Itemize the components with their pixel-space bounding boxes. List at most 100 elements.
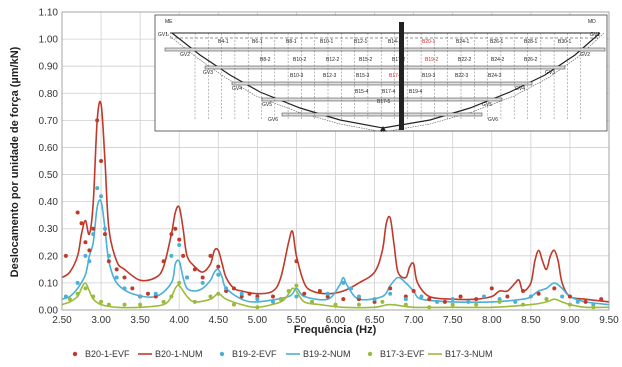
point-b20-1-evf: [583, 299, 588, 304]
point-b19-2-evf: [95, 186, 100, 191]
x-tick-label: 9.00: [560, 315, 580, 326]
point-b19-2-evf: [83, 253, 88, 258]
inset-structure-diagram: ME MD GV1 GV1 GV2 GV2 GV3 GV3 GV4 GV4 GV…: [154, 14, 608, 133]
point-b20-1-evf: [599, 297, 604, 302]
x-tick-label: 6.50: [365, 315, 385, 326]
plot-frame: [61, 11, 610, 311]
bay-label: B17-2: [392, 57, 406, 63]
y-axis-ticks: 0.00 0.10 0.20 0.30 0.40 0.50 0.60 0.70 0.80 0.90…: [39, 8, 59, 317]
point-b20-1-evf: [442, 299, 447, 304]
point-b20-1-evf: [161, 259, 166, 264]
point-b20-1-evf: [114, 267, 119, 272]
legend-label: B20-1-NUM: [155, 349, 203, 359]
point-b20-1-evf: [270, 294, 275, 299]
point-b20-1-evf: [208, 253, 213, 258]
y-tick-label: 1.10: [39, 8, 59, 19]
gv1-label-left: GV1: [158, 32, 168, 38]
series-layer: [61, 100, 610, 310]
point-b20-1-evf: [169, 232, 174, 237]
point-b17-3-evf: [91, 294, 96, 299]
point-b19-2-evf: [372, 297, 377, 302]
bay-label: B19-4: [409, 89, 423, 95]
y-axis-title: Deslocamento por unidade de força (µm/kN…: [9, 46, 21, 277]
gv6-label-right: GV6: [488, 117, 498, 123]
point-b19-2-evf: [481, 294, 486, 299]
bay-label: B12-2: [326, 57, 340, 63]
gv1-label-right: GV1: [590, 32, 600, 38]
point-b20-1-evf: [231, 286, 236, 291]
point-b20-1-evf: [87, 248, 92, 253]
point-b17-3-evf: [521, 302, 526, 307]
y-tick-label: 1.00: [39, 35, 59, 46]
point-b20-1-evf: [388, 286, 393, 291]
bay-label: B10-3: [290, 73, 304, 79]
series-line-b17-3-num: [61, 282, 610, 309]
gv5-label-left: GV5: [262, 102, 272, 108]
point-b19-2-evf: [403, 297, 408, 302]
point-b17-3-evf: [231, 302, 236, 307]
point-b20-1-evf: [216, 264, 221, 269]
bay-label: B15-2: [359, 57, 373, 63]
point-b20-1-evf: [427, 297, 432, 302]
point-b17-3-evf: [255, 305, 260, 310]
point-b20-1-evf: [505, 294, 510, 299]
point-b17-3-evf: [177, 280, 182, 285]
point-b17-3-evf: [286, 289, 291, 294]
x-tick-label: 8.00: [482, 315, 502, 326]
point-b20-1-evf: [106, 259, 111, 264]
x-tick-label: 5.50: [287, 315, 307, 326]
point-b17-3-evf: [310, 299, 315, 304]
x-tick-label: 2.50: [52, 315, 72, 326]
point-b17-3-evf: [497, 299, 502, 304]
point-b20-1-evf: [95, 118, 100, 123]
y-tick-label: 0.30: [39, 224, 59, 235]
gv4-label-right: GV4: [515, 86, 525, 92]
point-b19-2-evf: [575, 299, 580, 304]
bay-label: B20-1: [422, 39, 436, 45]
point-b17-3-evf: [216, 291, 221, 296]
point-b19-2-evf: [87, 259, 92, 264]
bay-label: B14-1: [388, 39, 402, 45]
bay-label: B10-1: [320, 39, 334, 45]
point-b19-2-evf: [513, 299, 518, 304]
point-b17-3-evf: [474, 302, 479, 307]
legend-label: B17-3-EVF: [380, 349, 425, 359]
gv3-label-right: GV3: [545, 70, 555, 76]
bay-label: B19-3: [422, 73, 436, 79]
y-tick-label: 0.40: [39, 197, 59, 208]
point-b20-1-evf: [474, 297, 479, 302]
point-b19-2-evf: [294, 294, 299, 299]
point-b17-3-evf: [294, 283, 299, 288]
y-tick-label: 0.50: [39, 170, 59, 181]
point-b17-3-evf: [450, 302, 455, 307]
point-b19-2-evf: [102, 226, 107, 231]
y-tick-label: 0.60: [39, 143, 59, 154]
point-b19-2-evf: [63, 294, 68, 299]
y-tick-label: 0.00: [39, 306, 59, 317]
point-b20-1-evf: [247, 291, 252, 296]
point-b19-2-evf: [356, 294, 361, 299]
point-b19-2-evf: [138, 294, 143, 299]
bay-label: B4-1: [218, 39, 229, 45]
point-b19-2-evf: [216, 272, 221, 277]
point-b17-3-evf: [138, 302, 143, 307]
point-b19-2-evf: [239, 291, 244, 296]
point-b19-2-evf: [341, 280, 346, 285]
point-b19-2-evf: [185, 275, 190, 280]
inset-label-me: ME: [165, 19, 173, 25]
dam-profile-right: [382, 32, 601, 129]
bay-label: B26-2: [524, 57, 538, 63]
gallery-gv3: [204, 65, 566, 70]
bay-label: B12-3: [323, 73, 337, 79]
bay-label: B15-3: [356, 73, 370, 79]
bay-label: B10-2: [293, 57, 307, 63]
point-b17-3-evf: [544, 297, 549, 302]
gv2-label-left: GV2: [180, 52, 190, 58]
point-b19-2-evf: [177, 242, 182, 247]
point-b19-2-evf: [169, 253, 174, 258]
bay-label: B24-3: [488, 73, 502, 79]
bay-label: B12-1: [354, 39, 368, 45]
y-tick-label: 0.90: [39, 62, 59, 73]
dam-profile-left: [171, 32, 384, 129]
point-b19-2-evf: [75, 280, 80, 285]
